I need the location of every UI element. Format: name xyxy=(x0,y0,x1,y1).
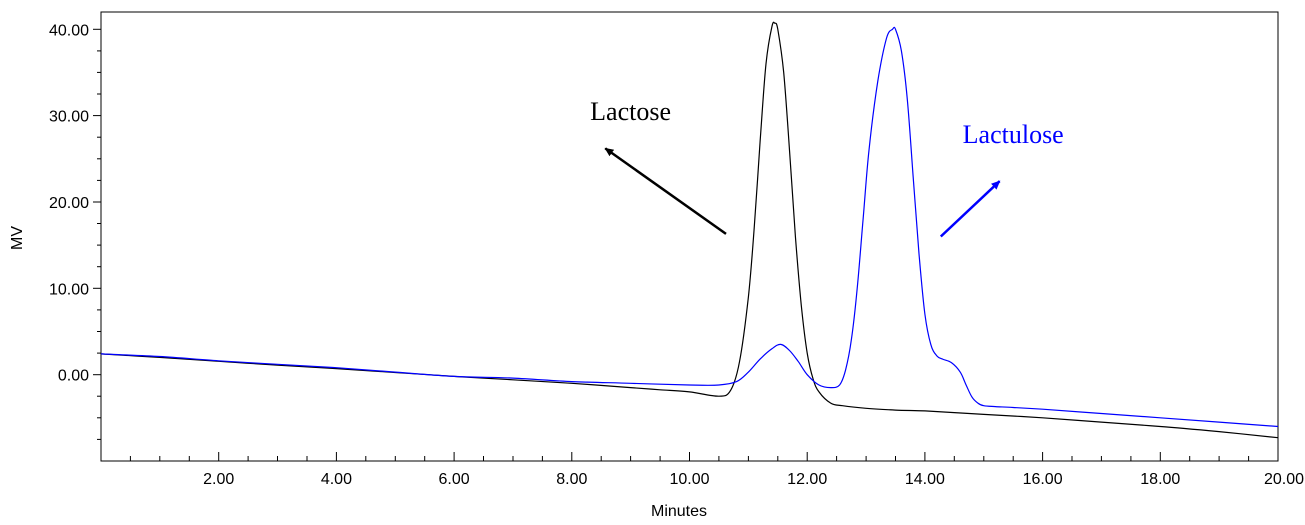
x-tick-label: 16.00 xyxy=(1023,471,1063,488)
y-tick-label: 0.00 xyxy=(58,368,89,385)
plot-area xyxy=(100,11,1279,462)
x-tick-label: 20.00 xyxy=(1264,471,1304,488)
lactose-arrow xyxy=(604,147,727,235)
x-tick-label: 18.00 xyxy=(1140,471,1180,488)
y-tick-label: 40.00 xyxy=(49,22,89,39)
lactulose-arrow xyxy=(939,180,1001,238)
x-axis-ticks: 2.00 4.00 6.00 8.00 10.00 12.00 14.00 16.00 18.0… xyxy=(129,452,1304,488)
y-axis-title: MV xyxy=(9,226,26,250)
y-tick-label: 20.00 xyxy=(49,195,89,212)
lactose-label: Lactose xyxy=(590,97,671,126)
series-layer xyxy=(100,21,1279,439)
series-black-trace xyxy=(100,21,1279,439)
x-axis-title: Minutes xyxy=(651,503,707,520)
x-tick-label: 6.00 xyxy=(439,471,470,488)
x-tick-label: 4.00 xyxy=(321,471,352,488)
series-blue-trace xyxy=(100,26,1279,428)
y-axis-ticks: 0.00 10.00 20.00 30.00 40.00 xyxy=(49,22,101,440)
y-tick-label: 30.00 xyxy=(49,109,89,126)
x-tick-label: 12.00 xyxy=(787,471,827,488)
lactulose-label: Lactulose xyxy=(963,120,1064,149)
annotation-layer: Lactose Lactulose xyxy=(590,97,1064,238)
x-tick-label: 2.00 xyxy=(203,471,234,488)
x-tick-label: 14.00 xyxy=(905,471,945,488)
x-tick-label: 8.00 xyxy=(556,471,587,488)
x-tick-label: 10.00 xyxy=(669,471,709,488)
y-tick-label: 10.00 xyxy=(49,281,89,298)
